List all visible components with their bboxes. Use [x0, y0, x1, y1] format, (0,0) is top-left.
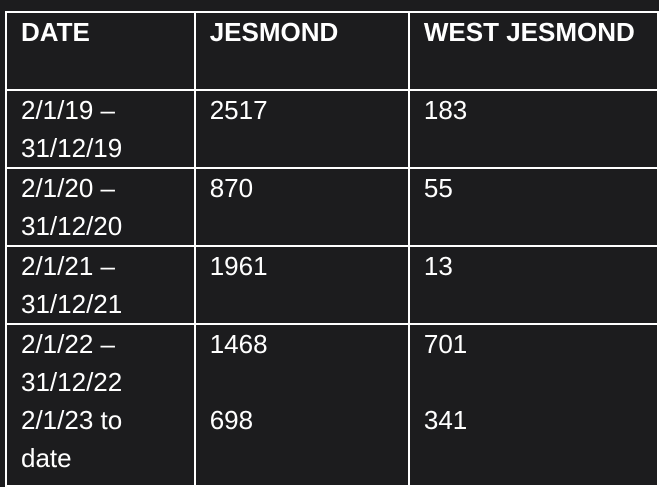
table-row: 2/1/22 – 31/12/22 2/1/23 to date 1468 69… — [5, 323, 659, 487]
data-table: DATE JESMOND WEST JESMOND 2/1/19 – 31/12… — [5, 11, 659, 487]
cell-west-jesmond: 701 341 — [407, 323, 659, 487]
cell-date: 2/1/19 – 31/12/19 — [5, 89, 196, 169]
jesmond-2022: 1468 — [209, 329, 268, 359]
date-2022: 2/1/22 – 31/12/22 — [21, 329, 123, 397]
west-jesmond-2022: 701 — [423, 329, 468, 359]
cell-date: 2/1/22 – 31/12/22 2/1/23 to date — [5, 323, 196, 487]
table-row: 2/1/20 – 31/12/20 870 55 — [5, 167, 659, 247]
cell-date: 2/1/21 – 31/12/21 — [5, 245, 196, 325]
table-row: 2/1/21 – 31/12/21 1961 13 — [5, 245, 659, 325]
header-jesmond: JESMOND — [193, 11, 410, 91]
cell-jesmond: 870 — [193, 167, 410, 247]
table-row: 2/1/19 – 31/12/19 2517 183 — [5, 89, 659, 169]
header-row: DATE JESMOND WEST JESMOND — [5, 11, 659, 91]
cell-west-jesmond: 183 — [407, 89, 659, 169]
cell-jesmond: 1468 698 — [193, 323, 410, 487]
jesmond-2023: 698 — [209, 405, 254, 435]
cell-west-jesmond: 13 — [407, 245, 659, 325]
cell-jesmond: 1961 — [193, 245, 410, 325]
cell-west-jesmond: 55 — [407, 167, 659, 247]
date-2023: 2/1/23 to date — [21, 405, 123, 473]
cell-date: 2/1/20 – 31/12/20 — [5, 167, 196, 247]
west-jesmond-2023: 341 — [423, 405, 468, 435]
header-date: DATE — [5, 11, 196, 91]
header-west-jesmond: WEST JESMOND — [407, 11, 659, 91]
cell-jesmond: 2517 — [193, 89, 410, 169]
